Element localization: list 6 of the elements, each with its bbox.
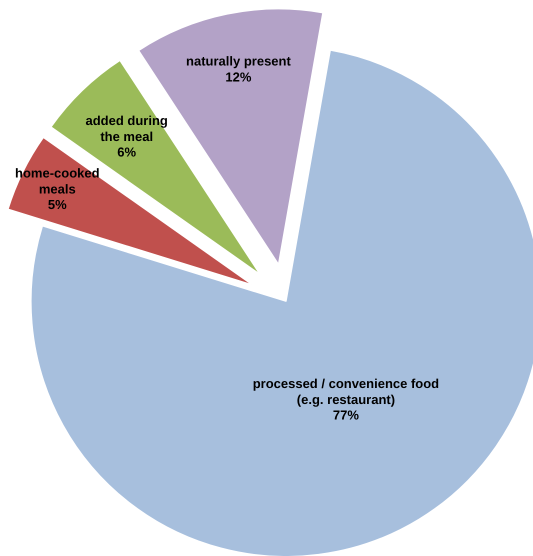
- data-label: 77%: [332, 408, 360, 423]
- data-label: 12%: [225, 70, 252, 85]
- slice-label: processed / convenience food (e.g. restaurant): [252, 376, 440, 407]
- slice-label: naturally present: [186, 54, 292, 69]
- data-label: 6%: [117, 144, 137, 160]
- data-label: 5%: [48, 197, 68, 212]
